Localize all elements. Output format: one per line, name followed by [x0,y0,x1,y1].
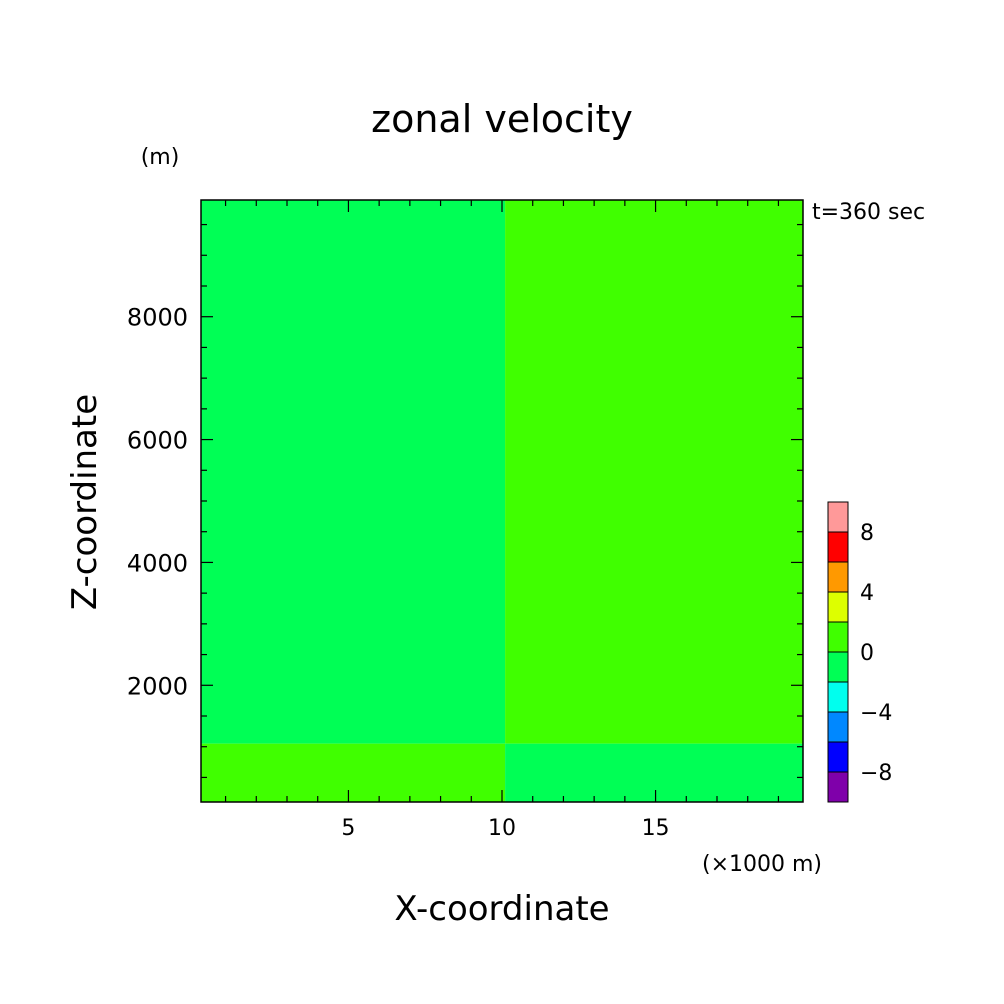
colorbar-swatch [827,771,849,803]
colorbar-swatch [827,711,849,743]
velocity-field [201,200,803,802]
y-tick-label: 6000 [127,427,188,455]
colorbar-label: −4 [860,701,892,726]
x-tick-label: 10 [488,816,516,841]
axis-tick-labels: 5 10 15 2000 4000 6000 8000 [127,304,670,841]
colorbar-swatch [827,531,849,563]
y-axis-label: Z-coordinate [65,394,105,610]
plot-frame [200,199,804,803]
colorbar-swatch [827,561,849,593]
y-unit-label: (m) [141,145,180,170]
region-lower-right [505,743,803,802]
chart-title: zonal velocity [371,97,633,141]
x-axis-label: X-coordinate [394,889,609,929]
y-tick-label: 2000 [127,672,188,700]
region-upper-right [505,200,803,744]
region-upper-left [201,200,506,744]
axis-ticks [201,200,803,802]
colorbar-swatch [827,621,849,653]
colorbar-swatch [827,651,849,683]
x-unit-label: (×1000 m) [702,852,822,877]
region-lower-left [201,743,506,802]
x-tick-label: 15 [642,816,670,841]
colorbar-swatch [827,591,849,623]
colorbar: −8 −4 0 4 8 [827,501,892,803]
y-tick-label: 4000 [127,549,188,577]
colorbar-swatch [827,681,849,713]
colorbar-swatch [827,741,849,773]
colorbar-label: 8 [860,521,874,546]
colorbar-label: 0 [860,641,874,666]
colorbar-label: 4 [860,581,874,606]
time-annotation: t=360 sec [812,200,925,225]
x-tick-label: 5 [341,816,355,841]
y-tick-label: 8000 [127,304,188,332]
colorbar-label: −8 [860,761,892,786]
colorbar-swatch [827,501,849,533]
